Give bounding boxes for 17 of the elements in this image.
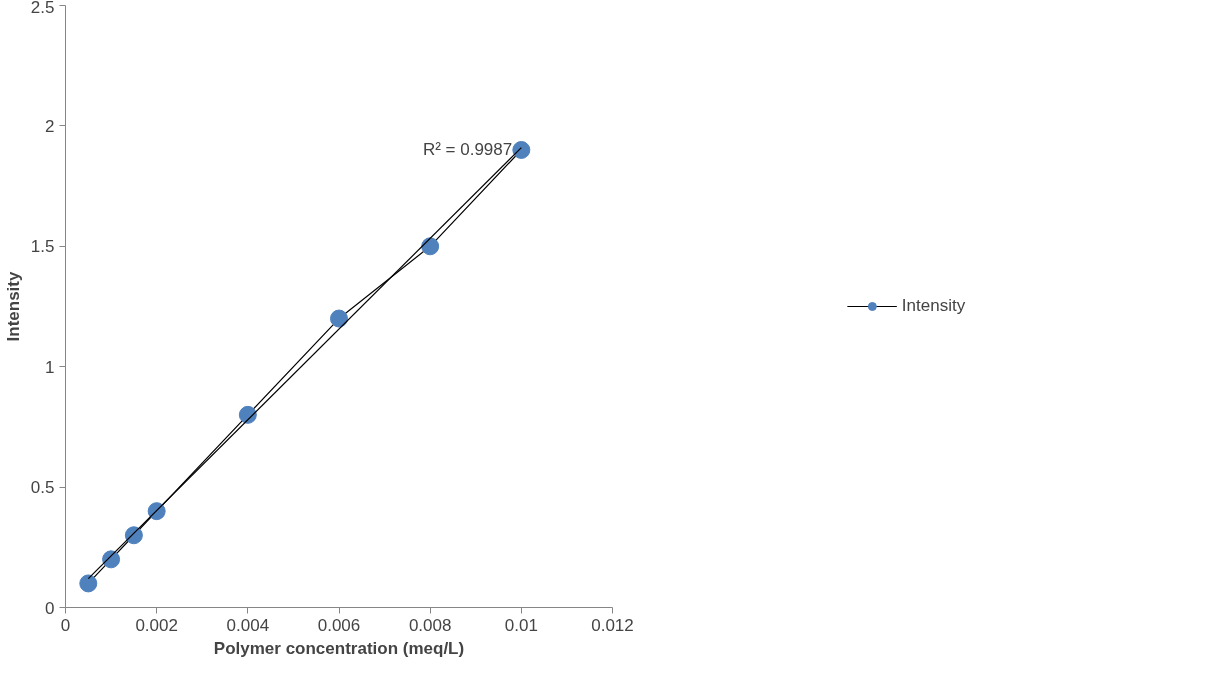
y-tick-label: 2.5: [30, 0, 55, 17]
x-tick-label: 0: [60, 615, 71, 635]
x-tick-label: 0.01: [504, 615, 538, 635]
x-tick-label: 0.008: [408, 615, 452, 635]
y-tick-label: 0: [45, 598, 55, 618]
y-tick-label: 1.5: [30, 237, 55, 257]
x-tick-label: 0.006: [317, 615, 361, 635]
y-tick-label: 2: [45, 116, 55, 136]
legend-label: Intensity: [901, 296, 966, 316]
x-tick-label: 0.012: [591, 615, 634, 635]
y-axis-title: Intensity: [3, 271, 23, 342]
x-tick-label: 0.002: [135, 615, 178, 635]
x-axis-title: Polymer concentration (meq/L): [213, 638, 465, 658]
y-tick-label: 0.5: [30, 478, 55, 498]
annotation: R² = 0.9987: [422, 140, 513, 160]
x-tick-label: 0.004: [226, 615, 270, 635]
y-tick-label: 1: [45, 357, 55, 377]
